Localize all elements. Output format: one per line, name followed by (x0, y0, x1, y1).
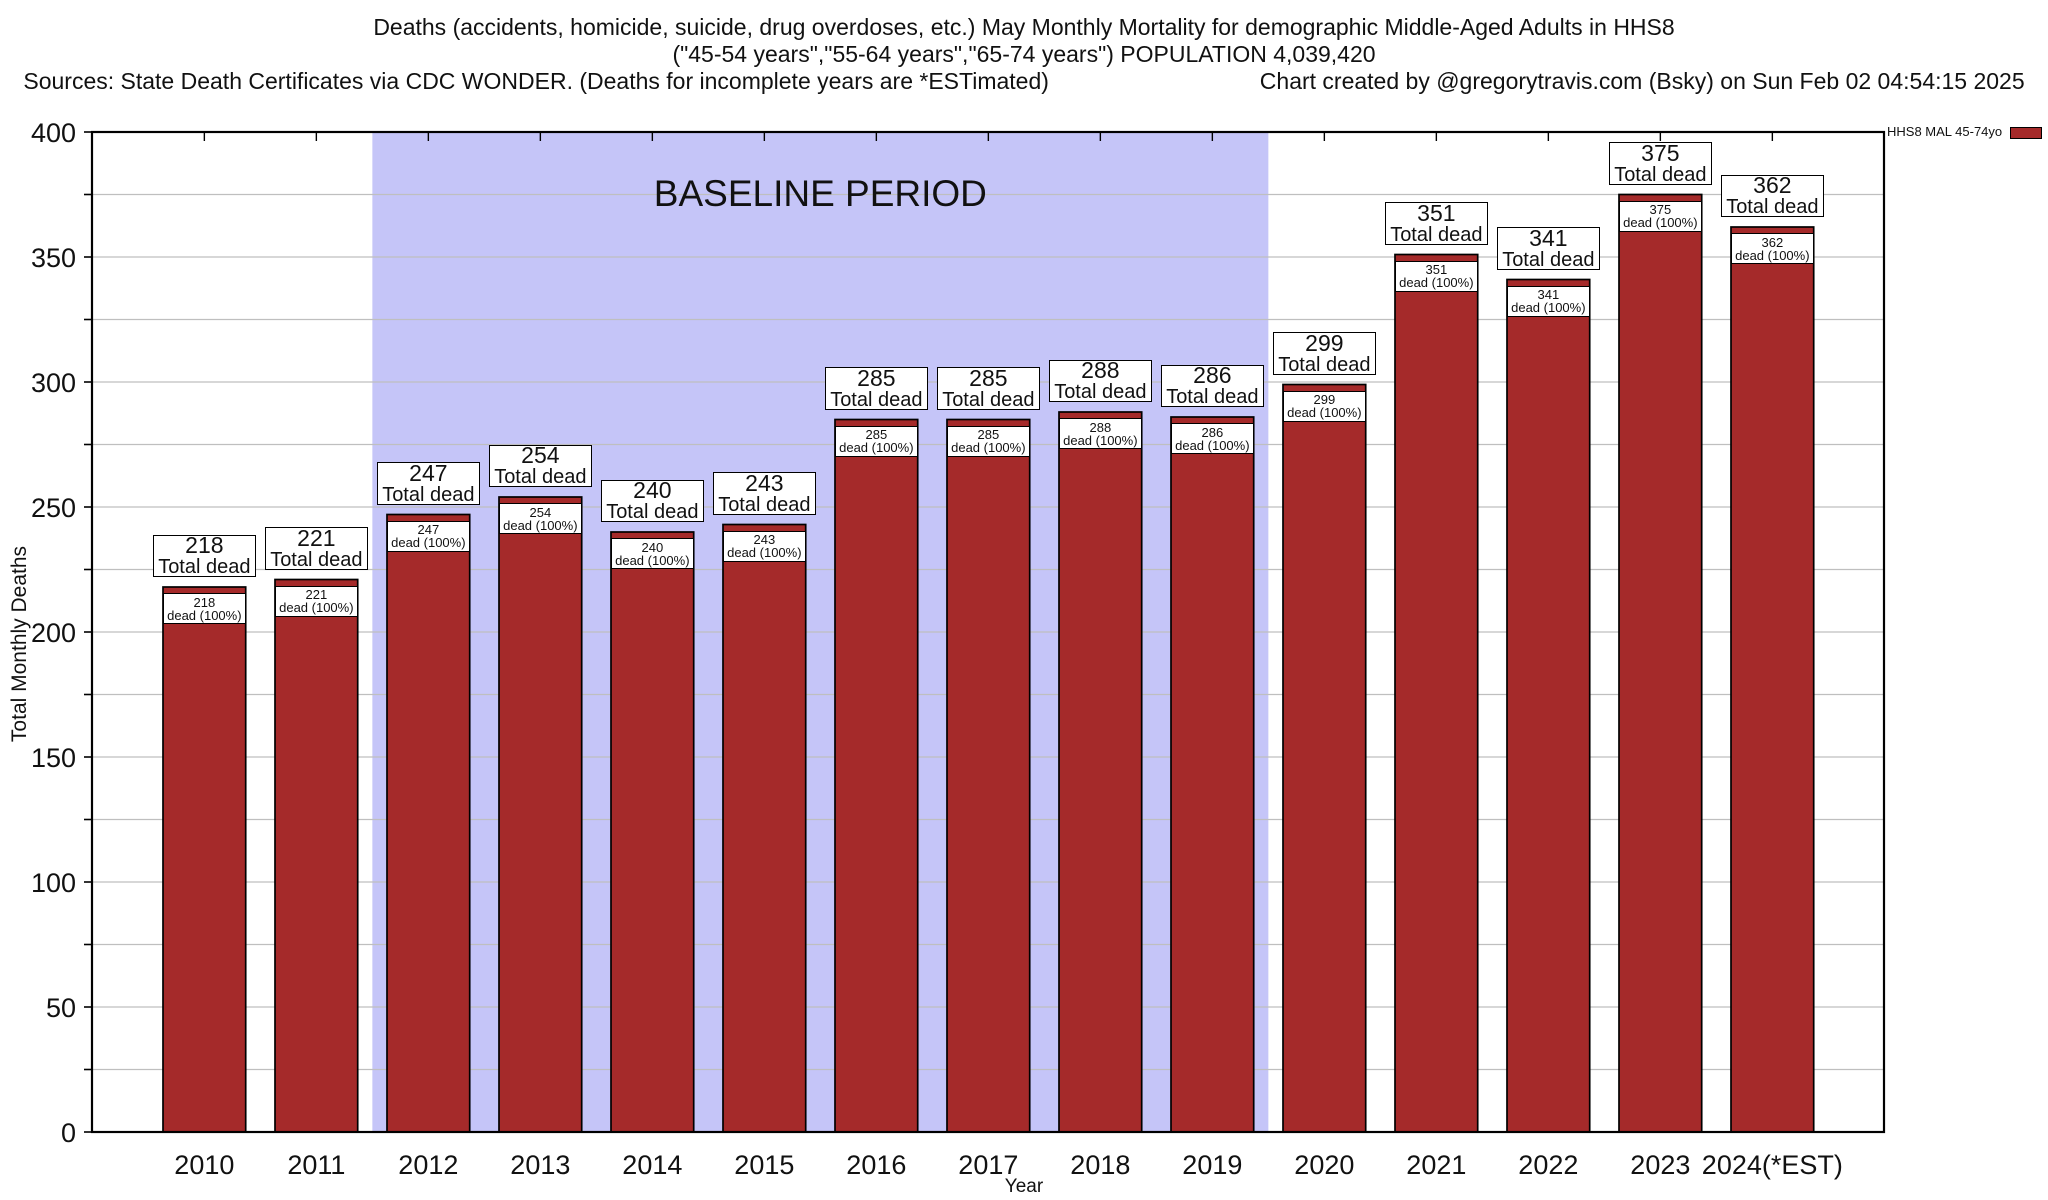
svg-text:BASELINE PERIOD: BASELINE PERIOD (654, 173, 987, 214)
svg-text:0: 0 (61, 1118, 76, 1148)
svg-text:350: 350 (31, 243, 76, 273)
svg-text:150: 150 (31, 743, 76, 773)
svg-text:400: 400 (31, 118, 76, 148)
svg-text:100: 100 (31, 868, 76, 898)
svg-text:50: 50 (46, 993, 76, 1023)
svg-text:200: 200 (31, 618, 76, 648)
svg-text:300: 300 (31, 368, 76, 398)
svg-text:250: 250 (31, 493, 76, 523)
